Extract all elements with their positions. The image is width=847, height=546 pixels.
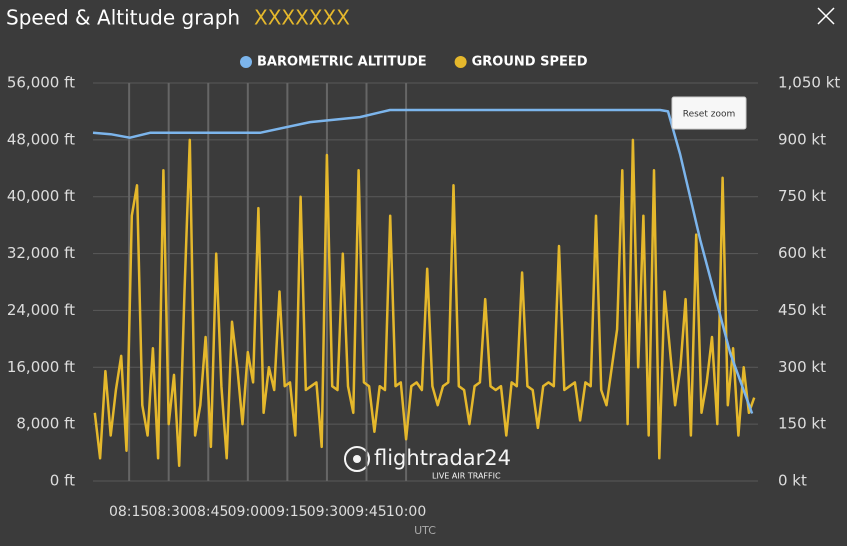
chart-title: Speed & Altitude graph [6, 6, 240, 30]
y-tick-label: 32,000 ft [7, 244, 75, 262]
y2-tick-label: 600 kt [778, 244, 826, 262]
x-tick-label: 10:00 [386, 504, 426, 520]
y-tick-label: 40,000 ft [7, 187, 75, 205]
watermark-text: flightradar24 [374, 446, 511, 470]
y-tick-label: 48,000 ft [7, 130, 75, 148]
y-tick-label: 56,000 ft [7, 74, 75, 92]
chart-subtitle: XXXXXXX [254, 6, 350, 30]
reset-zoom-label: Reset zoom [683, 110, 736, 120]
y-tick-label: 16,000 ft [7, 358, 75, 376]
y-tick-label: 8,000 ft [16, 415, 75, 433]
watermark-subtext: LIVE AIR TRAFFIC [432, 472, 501, 481]
reset-zoom-box [671, 96, 747, 130]
y-tick-label: 24,000 ft [7, 301, 75, 319]
x-tick-label: 09:15 [267, 504, 307, 520]
legend-symbol [240, 56, 252, 68]
y2-tick-label: 0 kt [778, 472, 807, 490]
watermark: flightradar24 LIVE AIR TRAFFIC [344, 446, 511, 481]
x-tick-label: 09:00 [228, 504, 268, 520]
legend-symbol [454, 56, 467, 68]
legend-label: BAROMETRIC ALTITUDE [257, 55, 427, 70]
x-tick-label: 08:15 [109, 504, 149, 520]
y2-tick-label: 450 kt [778, 301, 826, 319]
watermark-logo [344, 446, 370, 472]
x-axis-label: UTC [414, 524, 436, 537]
series-line [92, 108, 754, 414]
x-tick-label: 08:30 [149, 504, 189, 520]
legend-label: GROUND SPEED [472, 55, 588, 70]
y2-tick-label: 300 kt [778, 358, 826, 376]
close-icon [817, 7, 835, 25]
watermark-logo [353, 455, 361, 463]
series-line [93, 138, 756, 468]
x-tick-label: 09:30 [307, 504, 347, 520]
y-tick-label: 0 ft [50, 472, 75, 490]
x-tick-label: 08:45 [188, 504, 228, 520]
close-button[interactable] [817, 7, 835, 25]
y2-tick-label: 900 kt [778, 130, 826, 148]
x-tick-label: 09:45 [346, 504, 386, 520]
y2-tick-label: 1,050 kt [778, 74, 840, 92]
reset-zoom-button[interactable]: Reset zoom [671, 96, 747, 130]
y2-tick-label: 750 kt [778, 187, 826, 205]
y2-tick-label: 150 kt [778, 415, 826, 433]
